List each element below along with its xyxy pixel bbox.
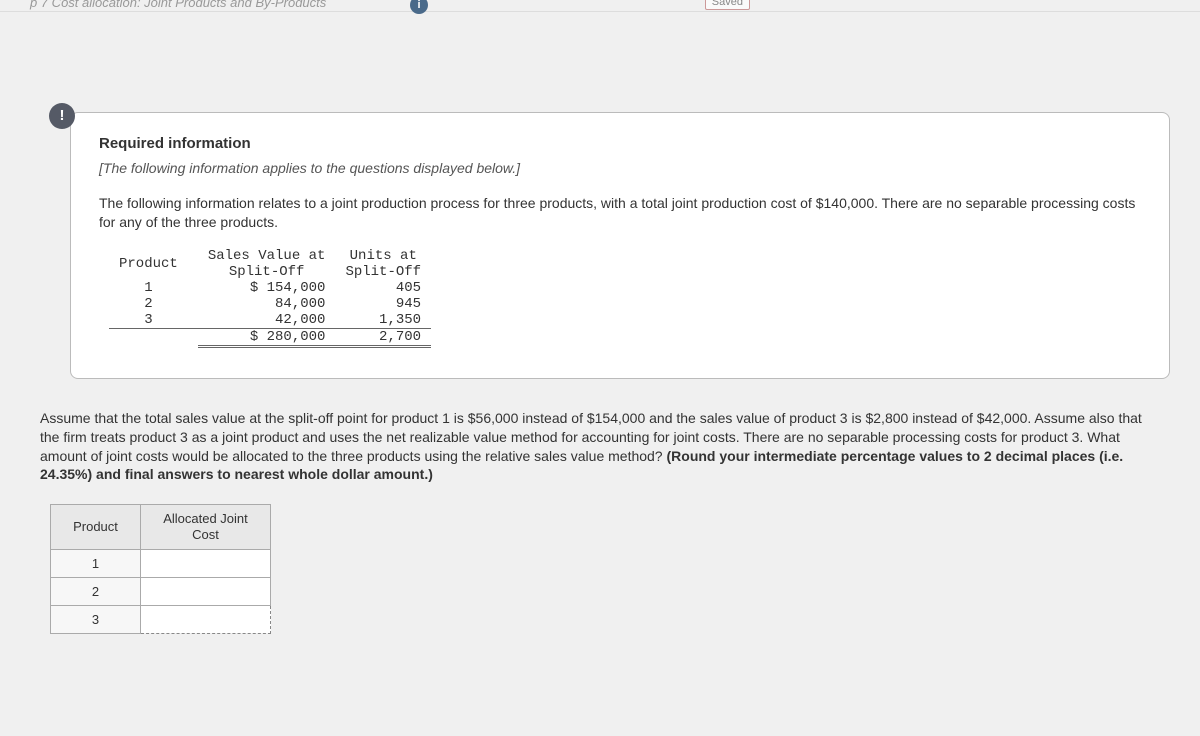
total-units: 2,700 (335, 328, 431, 346)
answer-input-3[interactable] (141, 605, 271, 633)
required-subtitle: [The following information applies to th… (99, 160, 1141, 176)
answer-row: 2 (51, 577, 271, 605)
cell-sales: 42,000 (198, 312, 336, 329)
cell-units: 1,350 (335, 312, 431, 329)
table-row: 2 84,000 945 (109, 296, 431, 312)
answer-table: Product Allocated Joint Cost 1 2 3 (50, 504, 271, 633)
answer-row: 3 (51, 605, 271, 633)
top-bar: p 7 Cost allocation: Joint Products and … (0, 0, 1200, 12)
answer-header-alloc: Allocated Joint Cost (141, 505, 271, 549)
col-units: Units at Split-Off (335, 248, 431, 280)
cell-product: 1 (109, 280, 198, 296)
data-table: Product Sales Value at Split-Off Units a… (109, 248, 431, 348)
breadcrumb-title: p 7 Cost allocation: Joint Products and … (30, 0, 326, 10)
question-paragraph: Assume that the total sales value at the… (40, 409, 1160, 485)
alert-icon: ! (49, 103, 75, 129)
content-area: ! Required information [The following in… (0, 12, 1200, 654)
cell-sales: $ 154,000 (198, 280, 336, 296)
table-row: 1 $ 154,000 405 (109, 280, 431, 296)
required-paragraph: The following information relates to a j… (99, 194, 1141, 232)
cell-sales: 84,000 (198, 296, 336, 312)
table-totals-row: $ 280,000 2,700 (109, 328, 431, 346)
answer-row: 1 (51, 549, 271, 577)
col-product: Product (109, 248, 198, 280)
answer-input-2[interactable] (141, 577, 271, 605)
answer-label: 1 (51, 549, 141, 577)
info-icon[interactable]: i (410, 0, 428, 14)
required-heading: Required information (99, 135, 1141, 152)
answer-label: 2 (51, 577, 141, 605)
answer-label: 3 (51, 605, 141, 633)
cell-units: 405 (335, 280, 431, 296)
cell-product: 3 (109, 312, 198, 329)
cell-product: 2 (109, 296, 198, 312)
table-row: 3 42,000 1,350 (109, 312, 431, 329)
answer-input-1[interactable] (141, 549, 271, 577)
answer-header-product: Product (51, 505, 141, 549)
col-sales: Sales Value at Split-Off (198, 248, 336, 280)
total-sales: $ 280,000 (198, 328, 336, 346)
required-info-box: ! Required information [The following in… (70, 112, 1170, 379)
cell-units: 945 (335, 296, 431, 312)
saved-badge: Saved (705, 0, 750, 10)
